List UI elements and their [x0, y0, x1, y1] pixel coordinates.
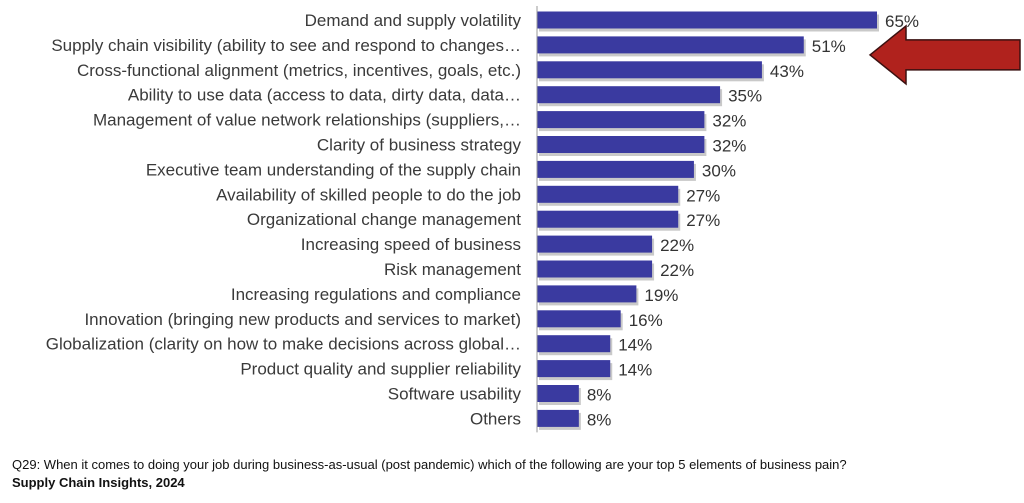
category-label: Cross-functional alignment (metrics, inc…	[77, 61, 521, 80]
value-label: 19%	[644, 286, 678, 305]
bar	[537, 335, 611, 353]
bar-chart: Demand and supply volatility 65% Supply ch…	[46, 6, 1021, 433]
bars-layer	[537, 11, 879, 430]
category-label: Globalization (clarity on how to make de…	[46, 335, 521, 354]
value-label: 22%	[660, 261, 694, 280]
value-label: 51%	[812, 37, 846, 56]
bar	[537, 285, 637, 303]
bar	[537, 385, 579, 402]
bar	[537, 360, 611, 378]
category-label: Management of value network relationship…	[93, 111, 521, 130]
category-label: Supply chain visibility (ability to see …	[51, 36, 521, 55]
value-label: 32%	[712, 112, 746, 131]
category-label: Increasing regulations and compliance	[231, 285, 521, 304]
value-label: 14%	[618, 336, 652, 355]
bar	[537, 260, 653, 278]
category-label: Software usability	[388, 385, 522, 404]
value-label: 65%	[885, 12, 919, 31]
category-label: Demand and supply volatility	[305, 11, 522, 30]
value-label: 8%	[587, 386, 612, 405]
value-label: 32%	[712, 137, 746, 156]
category-label: Innovation (bringing new products and se…	[84, 310, 521, 329]
source-credit: Supply Chain Insights, 2024	[12, 475, 185, 490]
bar	[537, 235, 653, 253]
bar	[537, 160, 694, 178]
category-label: Product quality and supplier reliability	[240, 360, 521, 379]
value-label: 8%	[587, 410, 612, 429]
category-label: Availability of skilled people to do the…	[216, 185, 521, 204]
survey-question: Q29: When it comes to doing your job dur…	[12, 457, 847, 472]
labels-layer: Demand and supply volatility 65% Supply ch…	[46, 11, 919, 429]
bar	[537, 409, 579, 427]
category-label: Ability to use data (access to data, dir…	[128, 86, 521, 105]
category-label: Executive team understanding of the supp…	[146, 160, 521, 179]
bar	[537, 185, 679, 203]
value-label: 35%	[728, 87, 762, 106]
value-label: 27%	[686, 186, 720, 205]
category-label: Others	[470, 409, 521, 428]
bar	[537, 36, 804, 54]
value-label: 27%	[686, 211, 720, 230]
bar	[537, 11, 877, 29]
value-label: 16%	[629, 311, 663, 330]
value-label: 43%	[770, 62, 804, 81]
bar	[537, 111, 705, 129]
bar	[537, 61, 762, 79]
bar	[537, 86, 721, 104]
category-label: Increasing speed of business	[301, 235, 521, 254]
bar	[537, 210, 679, 228]
category-label: Organizational change management	[247, 210, 521, 229]
value-label: 22%	[660, 236, 694, 255]
highlight-arrow	[868, 24, 1021, 86]
value-label: 30%	[702, 161, 736, 180]
bar	[537, 136, 705, 153]
value-label: 14%	[618, 361, 652, 380]
category-label: Risk management	[384, 260, 521, 279]
category-label: Clarity of business strategy	[317, 136, 522, 155]
bar	[537, 310, 621, 328]
